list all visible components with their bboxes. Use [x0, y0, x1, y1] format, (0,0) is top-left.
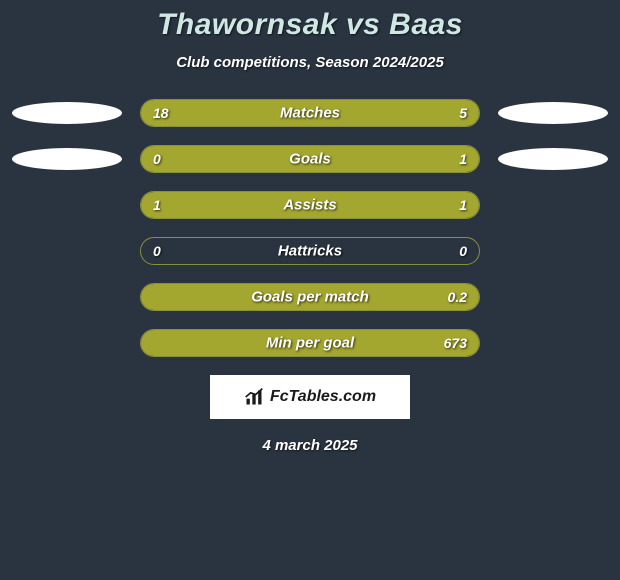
stat-row: 18 Matches 5: [0, 99, 620, 127]
stat-label: Hattricks: [278, 243, 342, 260]
stat-label: Goals: [289, 151, 331, 168]
stat-value-right: 0.2: [448, 289, 467, 305]
stat-value-left: 0: [153, 151, 161, 167]
stat-value-right: 0: [459, 243, 467, 259]
stat-value-left: 1: [153, 197, 161, 213]
player-right-placeholder: [498, 102, 608, 124]
stat-label: Assists: [283, 197, 336, 214]
stat-row: Goals per match 0.2: [0, 283, 620, 311]
stat-value-right: 1: [459, 151, 467, 167]
player-right-placeholder: [498, 148, 608, 170]
stat-bar: 0 Goals 1: [140, 145, 480, 173]
stat-bar: Goals per match 0.2: [140, 283, 480, 311]
branding-text: FcTables.com: [270, 388, 376, 406]
stat-label: Matches: [280, 105, 340, 122]
stat-bar: 0 Hattricks 0: [140, 237, 480, 265]
stat-value-right: 1: [459, 197, 467, 213]
page-title: Thawornsak vs Baas: [157, 8, 463, 42]
page-subtitle: Club competitions, Season 2024/2025: [176, 54, 444, 71]
date-label: 4 march 2025: [262, 437, 357, 454]
stat-label: Goals per match: [251, 289, 369, 306]
chart-icon: [244, 387, 264, 407]
branding-badge[interactable]: FcTables.com: [210, 375, 410, 419]
stat-row: Min per goal 673: [0, 329, 620, 357]
stat-label: Min per goal: [266, 335, 354, 352]
stat-bar: 18 Matches 5: [140, 99, 480, 127]
bar-fill-right: [401, 100, 479, 126]
stat-row: 0 Goals 1: [0, 145, 620, 173]
stat-row: 1 Assists 1: [0, 191, 620, 219]
stat-value-right: 5: [459, 105, 467, 121]
stat-row: 0 Hattricks 0: [0, 237, 620, 265]
bar-fill-left: [141, 100, 401, 126]
stat-bar: Min per goal 673: [140, 329, 480, 357]
stats-container: Thawornsak vs Baas Club competitions, Se…: [0, 0, 620, 580]
player-left-placeholder: [12, 102, 122, 124]
stat-value-left: 0: [153, 243, 161, 259]
player-left-placeholder: [12, 148, 122, 170]
stat-value-right: 673: [444, 335, 467, 351]
stat-rows: 18 Matches 5 0 Goals 1 1 Assists 1 0 Hattricks 0 Goa…: [0, 99, 620, 357]
stat-value-left: 18: [153, 105, 169, 121]
stat-bar: 1 Assists 1: [140, 191, 480, 219]
